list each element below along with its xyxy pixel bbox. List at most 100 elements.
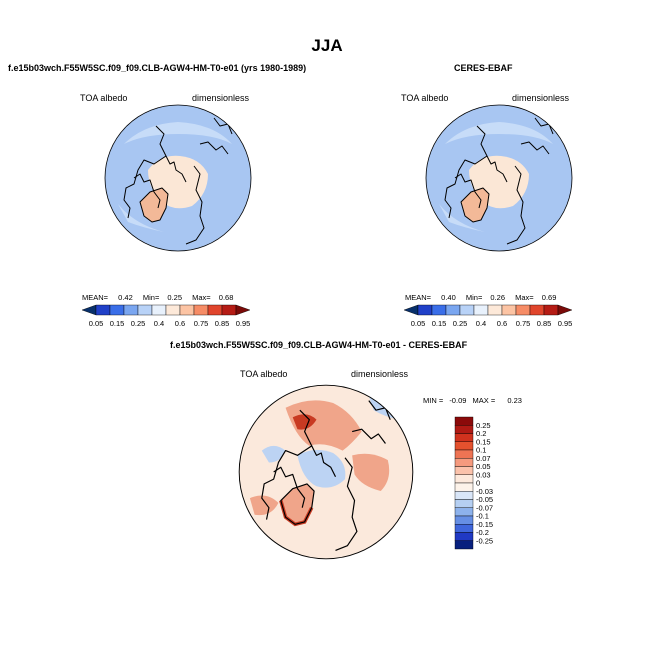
map-border xyxy=(104,104,252,252)
panel1-variable-label: TOA albedo xyxy=(80,93,128,103)
colorbar-swatch xyxy=(207,304,223,316)
colorbar-swatch xyxy=(515,304,531,316)
coastline xyxy=(352,428,386,444)
colorbar-tick-label: 0.25 xyxy=(453,319,468,328)
coastline xyxy=(185,165,205,245)
colorbar-swatch xyxy=(529,304,545,316)
positive-region xyxy=(249,495,279,516)
light-band xyxy=(439,204,485,232)
colorbar-tick-label: 0.05 xyxy=(89,319,104,328)
coastline xyxy=(280,483,315,525)
coastline xyxy=(261,409,313,520)
colorbar-swatch xyxy=(454,425,474,434)
panel2-map xyxy=(425,104,573,252)
colorbar-tick-label: 0.15 xyxy=(432,319,447,328)
colorbar-swatch xyxy=(179,304,195,316)
colorbar-swatch xyxy=(454,540,474,550)
panel1-max-label: Max= xyxy=(192,293,211,302)
colorbar-tick-label: -0.05 xyxy=(476,495,493,504)
panel1-stats: MEAN= 0.42 Min= 0.25 Max= 0.68 xyxy=(82,293,233,302)
colorbar-swatch xyxy=(543,304,559,316)
panel2-colorbar: 0.05 0.15 0.25 0.4 0.6 0.75 0.85 0.95 xyxy=(403,304,573,328)
coastline xyxy=(311,445,337,478)
panel1-min-value: 0.25 xyxy=(167,293,183,302)
panel1-map xyxy=(104,104,252,252)
colorbar-swatch xyxy=(165,304,181,316)
colorbar-tick-label: 0.85 xyxy=(215,319,230,328)
panel1-min-label: Min= xyxy=(142,293,160,302)
colorbar-swatch xyxy=(417,304,433,316)
coastline xyxy=(460,187,490,223)
coastline xyxy=(213,117,233,135)
colorbar-tick-label: -0.1 xyxy=(476,512,489,521)
light-band xyxy=(124,122,232,144)
panel2-min-label: Min= xyxy=(465,293,483,302)
colorbar-swatch xyxy=(151,304,167,316)
colorbar-tick-label: 0.4 xyxy=(154,319,164,328)
colorbar-swatch xyxy=(454,491,474,500)
colorbar-swatch xyxy=(193,304,209,316)
coastline xyxy=(454,173,482,209)
colorbar-tick-label: 0.1 xyxy=(476,446,486,455)
colorbar-tick-label: 0.15 xyxy=(476,437,491,446)
panel1-colorbar: 0.05 0.15 0.25 0.4 0.6 0.75 0.85 0.95 xyxy=(81,304,251,328)
coastline xyxy=(534,117,554,135)
panel3-map xyxy=(238,384,414,560)
colorbar-tick-label: 0.05 xyxy=(411,319,426,328)
colorbar-swatch xyxy=(487,304,503,316)
colorbar-swatch xyxy=(109,304,125,316)
colorbar-tick-label: 0.25 xyxy=(131,319,146,328)
colorbar-swatch xyxy=(235,304,251,316)
colorbar-tick-label: 0.03 xyxy=(476,470,491,479)
coastline xyxy=(506,165,526,245)
panel3-units-label: dimensionless xyxy=(351,369,409,379)
colorbar-tick-label: -0.07 xyxy=(476,503,493,512)
colorbar-tick-label: 0.85 xyxy=(537,319,552,328)
panel2-stats: MEAN= 0.40 Min= 0.26 Max= 0.69 xyxy=(405,293,556,302)
coastline xyxy=(335,457,358,552)
map-border xyxy=(425,104,573,252)
figure-title: JJA xyxy=(311,36,343,55)
colorbar-swatch xyxy=(221,304,237,316)
colorbar-tick-label: 0.95 xyxy=(236,319,251,328)
coastline xyxy=(368,400,391,420)
greenland-region xyxy=(140,188,168,222)
strong-positive-region xyxy=(292,414,317,430)
negative-region xyxy=(297,449,346,488)
panel2-units-label: dimensionless xyxy=(512,93,570,103)
colorbar-swatch xyxy=(95,304,111,316)
colorbar-swatch xyxy=(123,304,139,316)
colorbar-tick-label: 0.75 xyxy=(194,319,209,328)
panel3-variable-label: TOA albedo xyxy=(240,369,288,379)
colorbar-swatch xyxy=(454,482,474,492)
colorbar-tick-label: -0.15 xyxy=(476,520,493,529)
positive-region xyxy=(285,400,362,451)
panel2-max-value: 0.69 xyxy=(541,293,557,302)
greenland-region xyxy=(461,188,489,222)
light-band xyxy=(118,204,164,232)
colorbar-tick-label: 0.6 xyxy=(175,319,185,328)
panel3-max-value: 0.23 xyxy=(507,396,522,405)
colorbar-swatch xyxy=(454,515,474,525)
panel3-min-value: -0.09 xyxy=(449,396,467,405)
colorbar-swatch xyxy=(454,524,474,533)
colorbar-swatch xyxy=(454,532,474,541)
colorbar-swatch xyxy=(454,474,474,484)
colorbar-swatch xyxy=(501,304,517,316)
panel2-mean-value: 0.40 xyxy=(441,293,456,302)
colorbar-tick-label: -0.25 xyxy=(476,536,493,545)
panel2-max-label: Max= xyxy=(515,293,534,302)
coastline xyxy=(139,187,169,223)
panel1-units-label: dimensionless xyxy=(192,93,250,103)
colorbar-swatch xyxy=(454,499,474,508)
colorbar-swatch xyxy=(454,507,474,517)
colorbar-tick-label: 0.4 xyxy=(476,319,486,328)
panel3-title: f.e15b03wch.F55W5SC.f09_f09.CLB-AGW4-HM-… xyxy=(170,340,468,350)
panel2-mean-label: MEAN= xyxy=(405,293,432,302)
colorbar-tick-label: 0.15 xyxy=(110,319,125,328)
coastline xyxy=(165,155,187,183)
colorbar-tick-label: 0.05 xyxy=(476,462,491,471)
positive-region xyxy=(352,453,390,492)
panel1-title: f.e15b03wch.F55W5SC.f09_f09.CLB-AGW4-HM-… xyxy=(8,63,307,73)
colorbar-swatch xyxy=(459,304,475,316)
